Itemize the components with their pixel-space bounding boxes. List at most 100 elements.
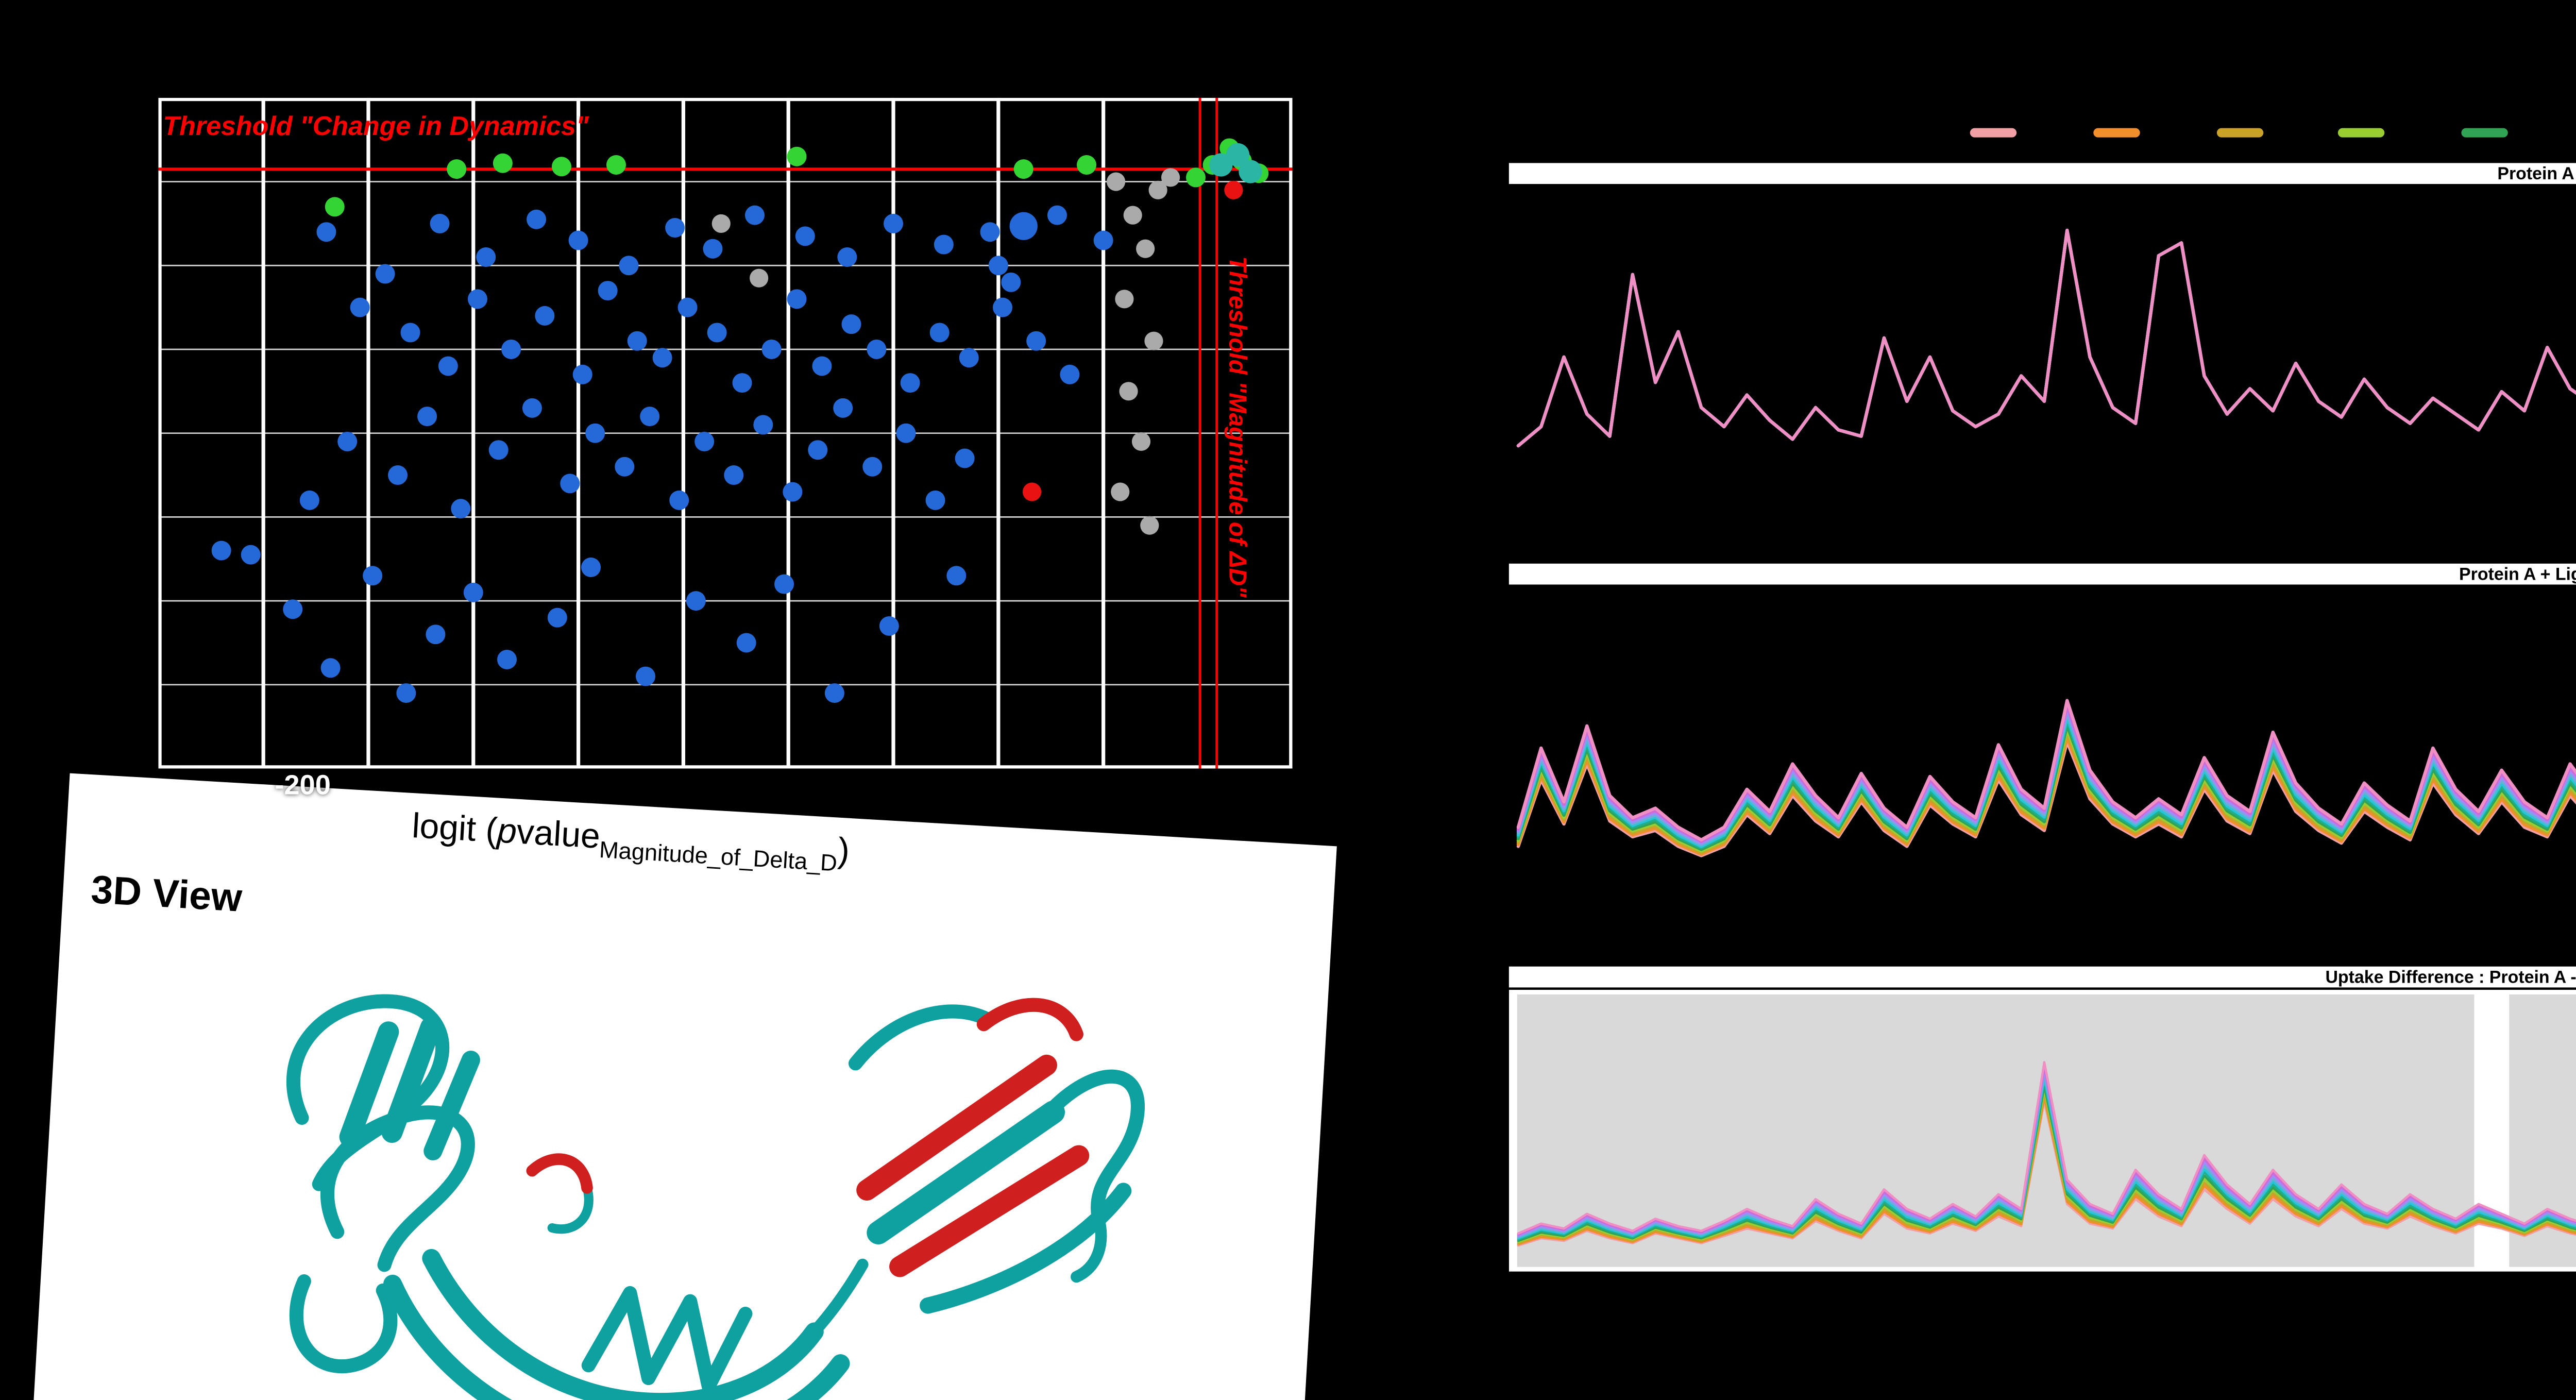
scatter-point[interactable] (750, 268, 769, 288)
scatter-point[interactable] (862, 457, 883, 477)
scatter-point[interactable] (572, 364, 592, 384)
protein-a-chart-canvas[interactable] (1509, 187, 2576, 541)
scatter-point[interactable] (867, 339, 887, 359)
scatter-point[interactable] (447, 159, 467, 179)
scatter-point[interactable] (476, 247, 496, 267)
scatter-point[interactable] (493, 153, 513, 173)
scatter-point[interactable] (1107, 172, 1126, 191)
scatter-point[interactable] (438, 356, 458, 376)
series-line-7[interactable] (1517, 1076, 2576, 1247)
scatter-point[interactable] (1077, 155, 1097, 175)
scatter-point[interactable] (1186, 167, 1206, 188)
protein-a-ligand-chart-canvas[interactable] (1509, 587, 2576, 941)
scatter-series-filtered-gray[interactable] (711, 168, 1180, 535)
series-line-6[interactable] (1517, 1081, 2576, 1248)
scatter-point[interactable] (1060, 364, 1080, 384)
scatter-series-not-significant[interactable] (211, 205, 1113, 703)
series-line-3[interactable] (1517, 1092, 2576, 1254)
legend-swatch-1[interactable] (1970, 127, 2017, 138)
scatter-point[interactable] (652, 348, 672, 368)
scatter-point[interactable] (581, 558, 601, 578)
scatter-point[interactable] (1209, 153, 1233, 177)
series-line-9[interactable] (1517, 1069, 2576, 1247)
scatter-point[interactable] (896, 423, 916, 443)
scatter-point[interactable] (316, 222, 336, 242)
scatter-point[interactable] (1047, 205, 1067, 225)
series-line-4[interactable] (1517, 1088, 2576, 1249)
scatter-point[interactable] (463, 582, 483, 602)
scatter-point[interactable] (535, 306, 555, 326)
scatter-point[interactable] (1239, 160, 1262, 183)
scatter-point[interactable] (522, 398, 542, 418)
uptake-difference-chart-canvas[interactable] (1509, 989, 2576, 1272)
scatter-point[interactable] (736, 633, 756, 653)
scatter-point[interactable] (694, 431, 715, 451)
scatter-point[interactable] (598, 281, 618, 301)
scatter-point[interactable] (841, 314, 861, 334)
scatter-point[interactable] (1123, 206, 1142, 225)
scatter-point[interactable] (724, 465, 744, 485)
scatter-series-significant-dynamics[interactable] (325, 138, 1269, 217)
series-line-11[interactable] (1516, 228, 2576, 448)
scatter-series-not-significant-large[interactable] (1009, 212, 1038, 240)
scatter-point[interactable] (980, 222, 1000, 242)
scatter-point[interactable] (783, 482, 803, 502)
scatter-point[interactable] (467, 289, 487, 309)
scatter-point[interactable] (1224, 180, 1243, 199)
scatter-point[interactable] (426, 625, 446, 645)
series-line-2[interactable] (1517, 1096, 2576, 1259)
series-lines[interactable] (1516, 637, 2576, 857)
scatter-point[interactable] (430, 213, 450, 233)
scatter-point[interactable] (636, 666, 656, 686)
scatter-point[interactable] (959, 348, 979, 368)
scatter-point[interactable] (988, 256, 1008, 276)
scatter-point[interactable] (879, 616, 899, 636)
scatter-point[interactable] (665, 218, 685, 238)
series-line-11[interactable] (1517, 1061, 2576, 1245)
scatter-point[interactable] (320, 658, 341, 678)
scatter-point[interactable] (606, 155, 626, 175)
series-lines[interactable] (1517, 1061, 2576, 1265)
scatter-point[interactable] (451, 499, 471, 519)
volcano-plot-canvas[interactable] (158, 97, 1293, 769)
scatter-point[interactable] (795, 226, 815, 246)
scatter-point[interactable] (640, 407, 660, 427)
scatter-point[interactable] (929, 323, 950, 343)
scatter-point[interactable] (585, 423, 605, 443)
scatter-point[interactable] (1226, 143, 1250, 167)
scatter-point[interactable] (400, 323, 420, 343)
legend-swatch-5[interactable] (2462, 127, 2509, 138)
scatter-point[interactable] (388, 465, 408, 485)
scatter-point[interactable] (337, 431, 358, 451)
scatter-point[interactable] (812, 356, 832, 376)
scatter-point[interactable] (711, 214, 731, 233)
scatter-point[interactable] (615, 457, 635, 477)
scatter-point[interactable] (808, 440, 828, 460)
view3d-panel[interactable]: logit (pvalueMagnitude_of_Delta_D) 3D Vi… (31, 773, 1337, 1400)
scatter-point[interactable] (992, 297, 1012, 317)
scatter-point[interactable] (560, 474, 580, 494)
scatter-point[interactable] (761, 339, 782, 359)
scatter-point[interactable] (241, 545, 261, 565)
scatter-point[interactable] (900, 373, 920, 393)
scatter-point[interactable] (677, 297, 698, 317)
scatter-series-significant-cluster-teal[interactable] (1209, 143, 1262, 183)
scatter-point[interactable] (488, 440, 509, 460)
scatter-point[interactable] (211, 541, 231, 561)
scatter-point[interactable] (627, 331, 647, 351)
scatter-point[interactable] (1022, 482, 1042, 501)
scatter-point[interactable] (547, 608, 567, 628)
scatter-point[interactable] (1093, 230, 1113, 250)
scatter-point[interactable] (745, 205, 765, 225)
scatter-point[interactable] (824, 683, 844, 703)
scatter-point[interactable] (375, 264, 395, 284)
scatter-point[interactable] (501, 339, 521, 359)
series-line-8[interactable] (1516, 228, 2576, 468)
scatter-point[interactable] (934, 234, 954, 255)
scatter-point[interactable] (1115, 290, 1134, 309)
scatter-point[interactable] (1131, 432, 1151, 451)
scatter-point[interactable] (1009, 212, 1038, 240)
scatter-point[interactable] (325, 197, 345, 217)
scatter-point[interactable] (1136, 239, 1155, 258)
scatter-point[interactable] (1144, 331, 1163, 350)
